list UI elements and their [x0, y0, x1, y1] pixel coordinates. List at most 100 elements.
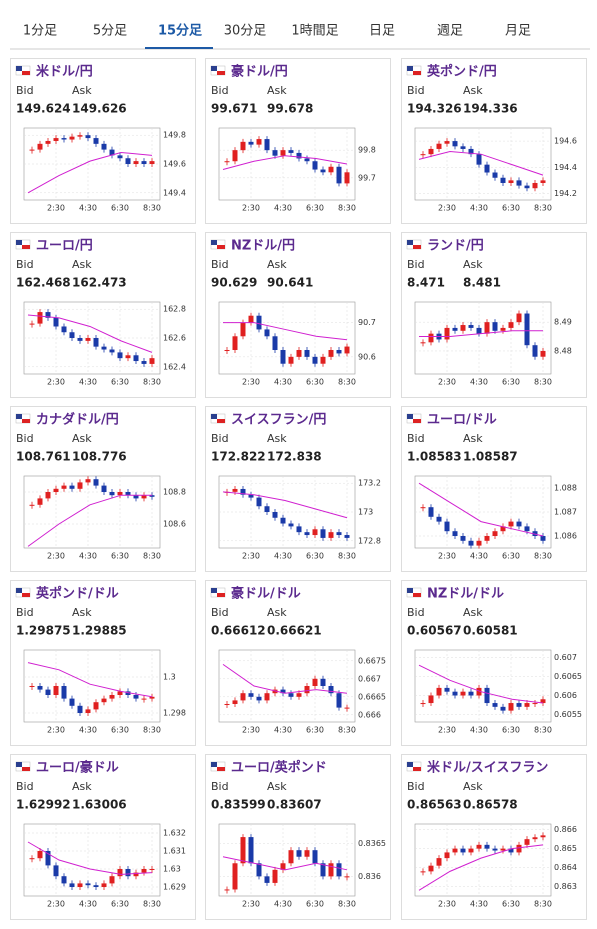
candle [109, 149, 115, 156]
flag [407, 240, 413, 245]
pair-name[interactable]: 英ポンド/円 [426, 64, 497, 80]
ask-value: 0.83607 [267, 798, 322, 812]
pair-name[interactable]: ユーロ/豪ドル [36, 760, 119, 776]
pair-name[interactable]: ユーロ/円 [36, 239, 93, 254]
pair-name[interactable]: カナダドル/円 [36, 412, 119, 428]
candle [77, 705, 83, 713]
y-tick-label: 0.607 [554, 653, 577, 662]
flag [217, 767, 225, 771]
candle [524, 839, 530, 845]
candle [133, 355, 139, 362]
tab[interactable]: 週足 [437, 24, 463, 39]
candle [444, 327, 450, 340]
x-tick-label: 4:30 [470, 378, 488, 387]
candle [476, 540, 482, 546]
candle [280, 517, 286, 524]
pair-name[interactable]: 豪ドル/円 [231, 64, 288, 80]
moving-average [222, 155, 348, 171]
pair-name[interactable]: NZドル/ドル [427, 587, 504, 602]
candle [77, 338, 83, 341]
candle [328, 686, 334, 694]
candle [428, 865, 434, 872]
ask-value: 1.29885 [72, 624, 127, 638]
tab[interactable]: 日足 [369, 24, 395, 39]
y-tick-label: 108.6 [163, 520, 186, 529]
tab[interactable]: 1分足 [23, 24, 57, 39]
moving-average [223, 322, 348, 341]
y-tick-label: 162.6 [163, 334, 186, 343]
x-tick-label: 6:30 [306, 204, 324, 213]
pair-name[interactable]: ランド/円 [427, 239, 484, 254]
candle [468, 540, 474, 546]
pair-name[interactable]: ユーロ/ドル [427, 413, 497, 428]
candle [109, 492, 115, 496]
candle [93, 702, 99, 710]
moving-average [419, 330, 543, 338]
tab[interactable]: 月足 [505, 24, 531, 39]
candle [256, 497, 262, 507]
bid-value: 162.468 [16, 276, 71, 290]
candle [232, 863, 238, 890]
candle [428, 148, 434, 155]
moving-average [418, 151, 544, 176]
candle [500, 848, 506, 851]
bid-value: 8.471 [407, 276, 445, 290]
x-tick-label: 2:30 [438, 726, 456, 735]
pair-name[interactable]: 米ドル/円 [36, 64, 93, 80]
x-tick-label: 4:30 [79, 726, 97, 735]
candle [61, 686, 67, 699]
bid-label: Bid [407, 432, 425, 445]
y-tick-label: 149.8 [163, 131, 186, 140]
moving-average [27, 314, 153, 353]
candle [524, 526, 530, 532]
candle [476, 844, 482, 849]
ask-value: 90.641 [267, 276, 313, 290]
tab[interactable]: 1時間足 [291, 24, 338, 39]
bid-label: Bid [16, 780, 34, 793]
ask-label: Ask [463, 258, 483, 271]
candle [37, 851, 43, 859]
candle [484, 322, 490, 334]
candle [508, 703, 514, 711]
flag [22, 419, 30, 423]
plot-area [414, 649, 552, 723]
candle [296, 152, 302, 159]
tab[interactable]: 5分足 [93, 24, 127, 39]
candle [460, 325, 466, 331]
tab[interactable]: 15分足 [158, 23, 203, 39]
pair-name[interactable]: ユーロ/英ポンド [231, 760, 327, 776]
pair-name[interactable]: 米ドル/スイスフラン [427, 760, 548, 776]
candle [452, 531, 458, 536]
pair-name[interactable]: スイスフラン/円 [231, 413, 326, 428]
candle [336, 532, 342, 536]
tab[interactable]: 30分足 [224, 24, 267, 39]
candle [240, 693, 246, 701]
candle [149, 495, 155, 497]
bid-label: Bid [407, 84, 425, 97]
pair-name[interactable]: NZドル/円 [231, 239, 295, 254]
candle [61, 138, 67, 140]
bid-label: Bid [407, 606, 425, 619]
pair-name[interactable]: 豪ドル/ドル [231, 586, 301, 602]
moving-average [27, 841, 153, 875]
pair-name[interactable]: 英ポンド/ドル [35, 586, 119, 602]
flag [407, 66, 413, 71]
candle [516, 521, 522, 527]
bid-label: Bid [211, 432, 229, 445]
y-tick-label: 0.6065 [554, 672, 582, 681]
